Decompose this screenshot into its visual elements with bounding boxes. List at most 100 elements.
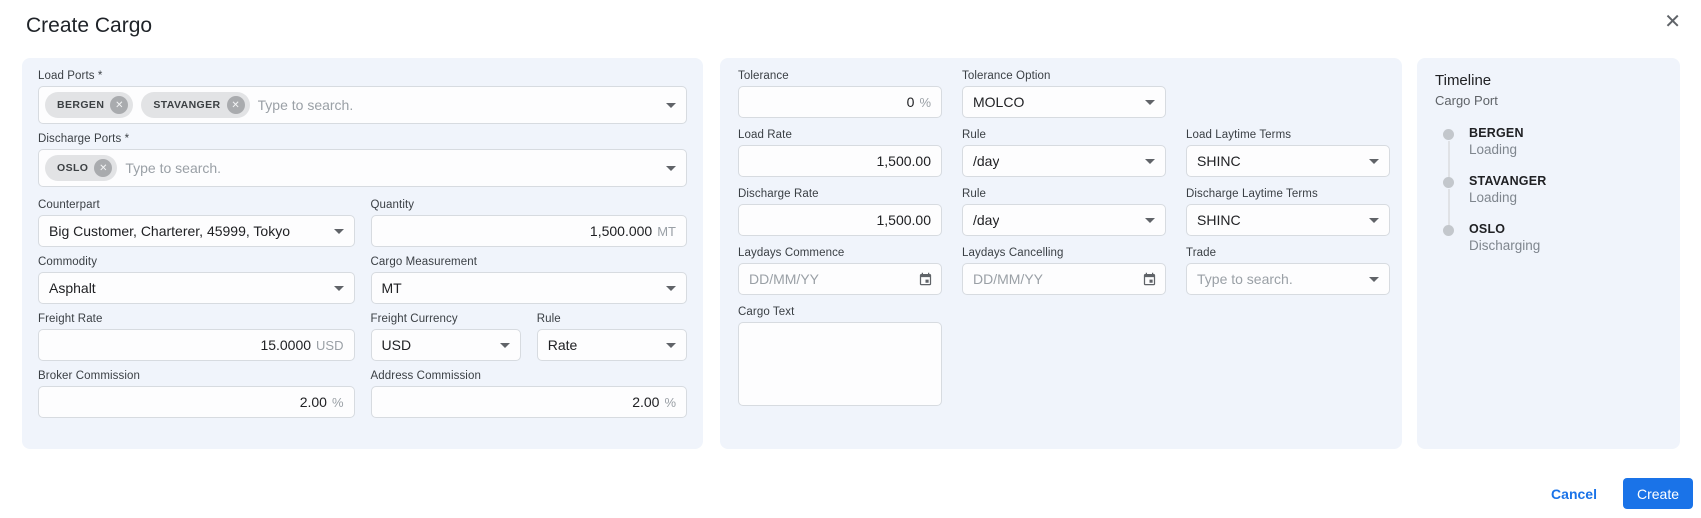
- field-group-trade: Trade Type to search.: [1186, 247, 1390, 295]
- timeline-port-status: Discharging: [1469, 238, 1541, 253]
- field-group-load-ports: Load Ports * BERGEN ✕ STAVANGER ✕: [38, 70, 687, 124]
- load-rate-input[interactable]: [749, 153, 931, 169]
- chip-label: OSLO: [57, 162, 89, 174]
- field-group-cargo-measurement: Cargo Measurement MT: [370, 256, 687, 304]
- quantity-field: MT: [370, 215, 687, 247]
- freight-currency-value: USD: [381, 337, 412, 353]
- field-group-quantity: Quantity MT: [370, 199, 687, 247]
- timeline-dot-icon: [1443, 225, 1454, 236]
- broker-commission-label: Broker Commission: [38, 370, 141, 382]
- address-commission-label: Address Commission: [370, 370, 481, 382]
- address-commission-field: %: [370, 386, 687, 418]
- discharge-ports-combobox[interactable]: OSLO ✕: [38, 149, 687, 187]
- field-group-discharge-laytime-terms: Discharge Laytime Terms SHINC: [1186, 188, 1390, 236]
- load-laytime-terms-select[interactable]: SHINC: [1186, 145, 1390, 177]
- timeline-item: BERGEN Loading: [1443, 126, 1662, 178]
- field-group-freight-rate: Freight Rate USD: [38, 313, 355, 361]
- freight-rate-input[interactable]: [49, 337, 312, 353]
- freight-rate-field: USD: [38, 329, 355, 361]
- field-group-address-commission: Address Commission %: [370, 370, 687, 418]
- laydays-commence-input[interactable]: [749, 271, 931, 287]
- close-icon[interactable]: ✕: [1664, 11, 1681, 33]
- broker-commission-field: %: [38, 386, 355, 418]
- discharge-ports-label: Discharge Ports *: [38, 133, 130, 145]
- load-rule-select[interactable]: /day: [962, 145, 1166, 177]
- cargo-text-label: Cargo Text: [738, 306, 795, 318]
- freight-rate-unit: USD: [316, 337, 344, 353]
- timeline-port-status: Loading: [1469, 190, 1518, 205]
- cancel-button[interactable]: Cancel: [1551, 485, 1597, 502]
- quantity-unit: MT: [657, 223, 676, 239]
- chip-remove-icon[interactable]: ✕: [226, 96, 245, 114]
- field-group-load-rule: Rule /day: [962, 129, 1166, 177]
- freight-rule-value: Rate: [547, 337, 578, 353]
- field-group-cargo-text: Cargo Text: [738, 306, 1384, 411]
- trade-select[interactable]: Type to search.: [1186, 263, 1390, 295]
- address-commission-unit: %: [664, 394, 676, 410]
- tolerance-option-label: Tolerance Option: [962, 70, 1051, 82]
- field-group-broker-commission: Broker Commission %: [38, 370, 355, 418]
- dropdown-arrow-icon[interactable]: [666, 103, 676, 108]
- discharge-ports-search-input[interactable]: [125, 160, 656, 176]
- quantity-label: Quantity: [370, 199, 415, 211]
- dropdown-arrow-icon: [333, 229, 344, 234]
- timeline-item: STAVANGER Loading: [1443, 174, 1662, 226]
- dialog-footer: Cancel Create: [1551, 478, 1693, 509]
- freight-currency-select[interactable]: USD: [370, 329, 521, 361]
- load-ports-label: Load Ports *: [38, 70, 103, 82]
- freight-rule-select[interactable]: Rate: [536, 329, 687, 361]
- load-ports-search-input[interactable]: [257, 97, 656, 113]
- field-group-laydays-cancelling: Laydays Cancelling: [962, 247, 1166, 295]
- load-laytime-terms-value: SHINC: [1197, 153, 1241, 169]
- cargo-measurement-select[interactable]: MT: [370, 272, 687, 304]
- rates-laytime-panel: Tolerance % Tolerance Option MOLCO Load …: [720, 58, 1402, 449]
- trade-placeholder: Type to search.: [1197, 271, 1293, 287]
- timeline-subtitle: Cargo Port: [1435, 93, 1498, 108]
- field-group-load-rate: Load Rate: [738, 129, 942, 177]
- tolerance-option-select[interactable]: MOLCO: [962, 86, 1166, 118]
- counterpart-select[interactable]: Big Customer, Charterer, 45999, Tokyo: [38, 215, 355, 247]
- freight-rate-label: Freight Rate: [38, 313, 103, 325]
- dropdown-arrow-icon: [333, 286, 344, 291]
- dropdown-arrow-icon: [1369, 218, 1379, 223]
- timeline-dot-icon: [1443, 129, 1454, 140]
- dropdown-arrow-icon[interactable]: [666, 166, 676, 171]
- timeline-port-name: STAVANGER: [1469, 174, 1547, 188]
- timeline-dot-icon: [1443, 177, 1454, 188]
- create-button[interactable]: Create: [1622, 478, 1693, 509]
- commodity-select[interactable]: Asphalt: [38, 272, 355, 304]
- discharge-laytime-terms-value: SHINC: [1197, 212, 1241, 228]
- laydays-cancelling-input[interactable]: [973, 271, 1155, 287]
- chip-label: STAVANGER: [153, 99, 221, 111]
- dropdown-arrow-icon: [666, 286, 676, 291]
- cargo-text-input[interactable]: [738, 322, 942, 406]
- chip-remove-icon[interactable]: ✕: [94, 159, 113, 177]
- load-rule-label: Rule: [962, 129, 987, 141]
- tolerance-input[interactable]: [749, 94, 915, 110]
- discharge-laytime-terms-select[interactable]: SHINC: [1186, 204, 1390, 236]
- discharge-rule-select[interactable]: /day: [962, 204, 1166, 236]
- laydays-commence-field: [738, 263, 942, 295]
- laydays-cancelling-field: [962, 263, 1166, 295]
- load-rate-field: [738, 145, 942, 177]
- calendar-icon[interactable]: [918, 272, 933, 287]
- laydays-cancelling-label: Laydays Cancelling: [962, 247, 1064, 259]
- dropdown-arrow-icon: [1145, 159, 1155, 164]
- load-ports-combobox[interactable]: BERGEN ✕ STAVANGER ✕: [38, 86, 687, 124]
- cargo-measurement-value: MT: [381, 280, 402, 296]
- field-group-freight-currency: Freight Currency USD: [370, 313, 521, 361]
- discharge-rate-input[interactable]: [749, 212, 931, 228]
- chip-remove-icon[interactable]: ✕: [110, 96, 129, 114]
- dropdown-arrow-icon: [1145, 218, 1155, 223]
- address-commission-input[interactable]: [381, 394, 660, 410]
- dropdown-arrow-icon: [1369, 159, 1379, 164]
- page-title: Create Cargo: [26, 14, 153, 37]
- counterpart-label: Counterpart: [38, 199, 100, 211]
- tolerance-unit: %: [919, 94, 931, 110]
- broker-commission-unit: %: [331, 394, 344, 410]
- dropdown-arrow-icon: [1145, 100, 1155, 105]
- quantity-input[interactable]: [381, 223, 653, 239]
- calendar-icon[interactable]: [1142, 272, 1157, 287]
- broker-commission-input[interactable]: [49, 394, 327, 410]
- tolerance-label: Tolerance: [738, 70, 789, 82]
